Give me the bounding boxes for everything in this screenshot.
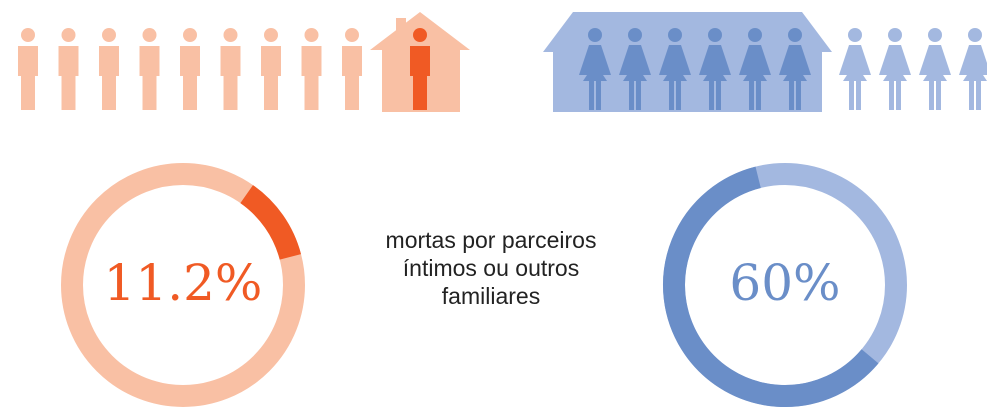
man-body [342, 46, 362, 110]
icons [18, 12, 987, 112]
woman-body [619, 45, 651, 110]
man-head [21, 28, 35, 42]
donut-segment [240, 185, 302, 260]
man-body [220, 46, 241, 110]
woman-body [579, 45, 611, 110]
woman-body [879, 45, 911, 110]
woman-head [848, 28, 862, 42]
woman-head [708, 28, 722, 42]
man-body [58, 46, 79, 110]
woman-body [739, 45, 771, 110]
woman-body [959, 45, 987, 110]
man-head [61, 28, 76, 42]
caption: mortas por parceiros [386, 227, 597, 253]
man-head [142, 28, 157, 42]
woman-head [628, 28, 642, 42]
man-head [264, 28, 278, 42]
woman-body [919, 45, 951, 110]
woman-head [888, 28, 902, 42]
man-head [183, 28, 197, 42]
woman-head [748, 28, 762, 42]
donut-ring [61, 163, 305, 407]
man-head [223, 28, 238, 42]
woman-body [699, 45, 731, 110]
chimney [396, 18, 406, 38]
woman-head [928, 28, 942, 42]
man-head [304, 28, 319, 42]
woman-body [659, 45, 691, 110]
man-head [102, 28, 116, 42]
man-body [261, 46, 281, 110]
value-label: 60% [729, 254, 840, 312]
value-label: 11.2% [104, 254, 263, 312]
man-body [18, 46, 38, 110]
woman-body [839, 45, 871, 110]
man-head [413, 28, 427, 42]
caption: íntimos ou outros [403, 255, 579, 281]
man-body [301, 46, 322, 110]
man-head [345, 28, 359, 42]
woman-head [788, 28, 802, 42]
man-body [180, 46, 200, 110]
woman-head [668, 28, 682, 42]
woman-head [968, 28, 982, 42]
woman-head [588, 28, 602, 42]
man-body [139, 46, 160, 110]
woman-body [779, 45, 811, 110]
man-body [410, 46, 430, 110]
donut-segment [663, 166, 879, 407]
man-body [99, 46, 119, 110]
caption: familiares [442, 283, 540, 309]
